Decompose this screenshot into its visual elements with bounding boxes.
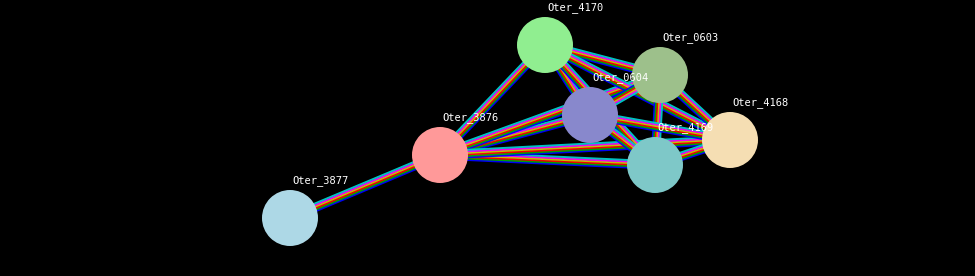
Text: Oter_0603: Oter_0603 [662,32,719,43]
Text: Oter_4169: Oter_4169 [657,122,714,133]
Circle shape [632,47,688,103]
Circle shape [412,127,468,183]
Text: Oter_4170: Oter_4170 [547,2,604,13]
Circle shape [517,17,573,73]
Text: Oter_4168: Oter_4168 [732,97,788,108]
Text: Oter_0604: Oter_0604 [592,72,648,83]
Circle shape [562,87,618,143]
Circle shape [262,190,318,246]
Circle shape [627,137,683,193]
Circle shape [702,112,758,168]
Text: Oter_3877: Oter_3877 [292,175,348,186]
Text: Oter_3876: Oter_3876 [442,112,498,123]
